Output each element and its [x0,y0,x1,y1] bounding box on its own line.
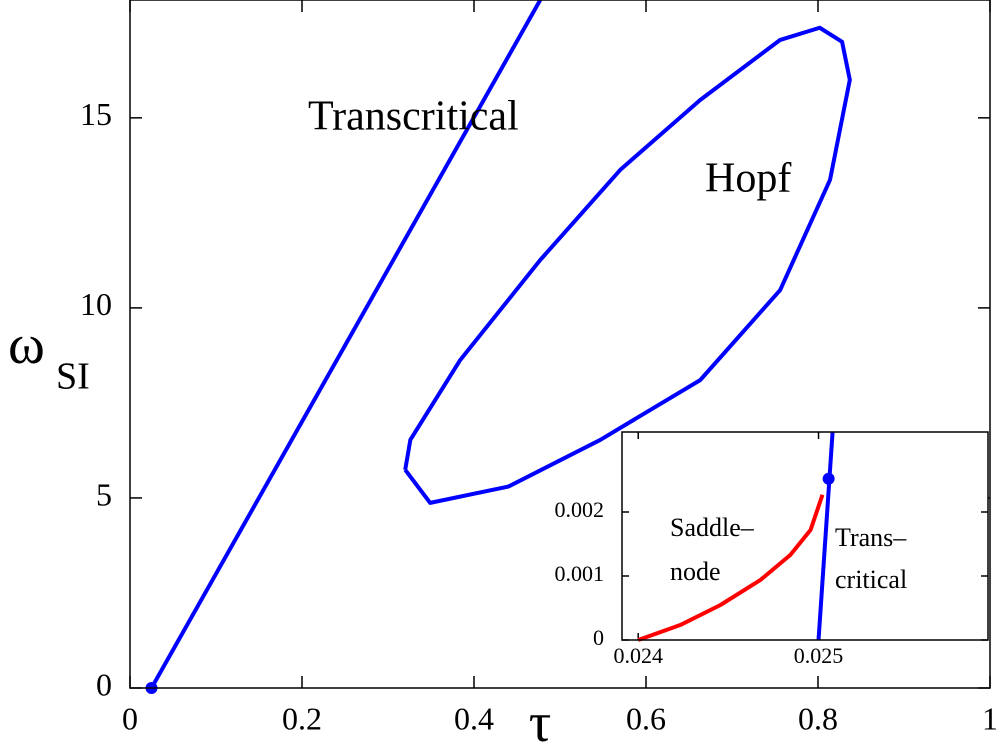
y-tick-label: 0 [593,625,604,650]
annotation: node [670,557,721,586]
curve [403,25,852,505]
curve [149,0,542,689]
curve [816,431,835,641]
y-axis-label: ω [8,314,45,376]
curve [637,494,825,642]
x-tick-label: 0.024 [613,643,663,668]
y-tick-label: 10 [80,286,112,322]
y-tick-label: 0 [96,666,112,702]
annotation: Trans– [835,523,907,552]
x-tick-label: 0.4 [454,700,494,736]
axes-frame [129,0,991,689]
y-tick-label: 0.001 [555,561,605,586]
y-tick-label: 5 [96,476,112,512]
x-tick-label: 1 [982,700,998,736]
x-tick-label: 0.025 [794,643,844,668]
annotation: Transcritical [308,94,519,140]
x-axis-label: τ [529,692,552,753]
x-tick-label: 0.8 [798,700,838,736]
y-tick-label: 0.002 [555,497,605,522]
y-axis-label-subscript: SI [56,356,90,398]
x-tick-label: 0.6 [626,700,666,736]
annotation: Hopf [705,156,791,202]
axes-frame [621,431,989,641]
point [822,472,835,485]
annotation: Saddle– [670,513,755,542]
annotation: critical [835,565,907,594]
x-tick-label: 0.2 [282,700,322,736]
x-tick-label: 0 [122,700,138,736]
y-tick-label: 15 [80,96,112,132]
